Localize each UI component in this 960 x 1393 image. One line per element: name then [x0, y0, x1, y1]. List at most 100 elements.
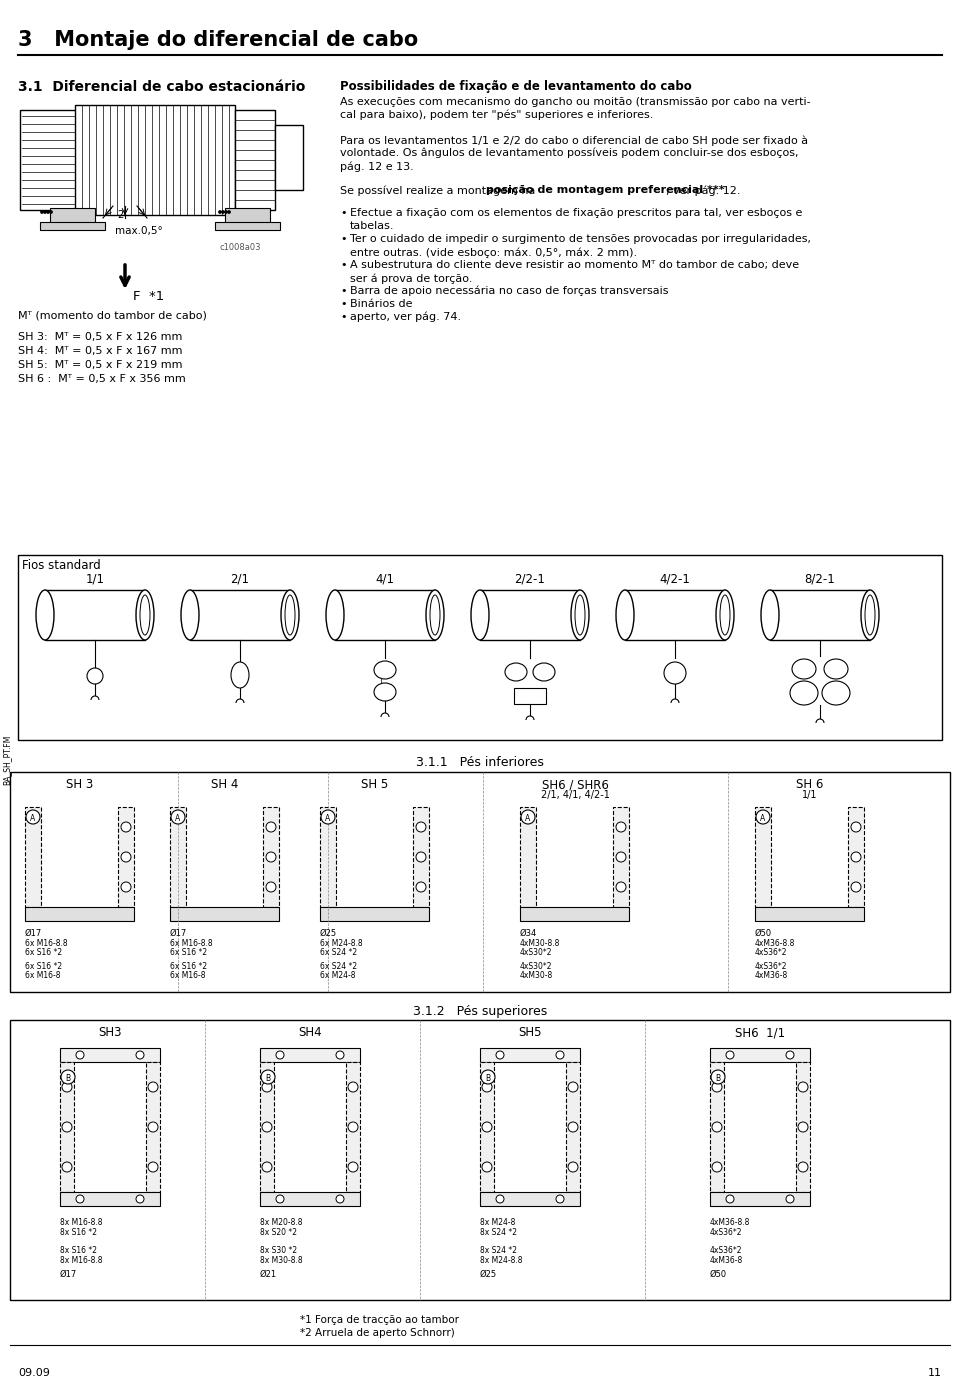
- Circle shape: [798, 1162, 808, 1172]
- Circle shape: [262, 1082, 272, 1092]
- Bar: [260, 1048, 360, 1061]
- Ellipse shape: [430, 595, 440, 635]
- Bar: [60, 1048, 160, 1061]
- Text: 2/2-1: 2/2-1: [515, 573, 545, 586]
- Ellipse shape: [231, 662, 249, 688]
- Bar: [848, 807, 864, 907]
- Text: SH 4: SH 4: [211, 779, 239, 791]
- Text: 4xM36-8.8: 4xM36-8.8: [710, 1217, 751, 1227]
- Circle shape: [136, 1195, 144, 1204]
- Text: 3   Montaje do diferencial de cabo: 3 Montaje do diferencial de cabo: [18, 31, 419, 50]
- Text: 2/1, 4/1, 4/2-1: 2/1, 4/1, 4/2-1: [540, 790, 610, 800]
- Text: •: •: [340, 299, 347, 309]
- Circle shape: [228, 210, 230, 213]
- Ellipse shape: [326, 591, 344, 639]
- Circle shape: [712, 1121, 722, 1133]
- Ellipse shape: [822, 681, 850, 705]
- Text: 6x M16-8.8: 6x M16-8.8: [25, 939, 67, 949]
- Text: 2/1: 2/1: [230, 573, 250, 586]
- Text: 1/1: 1/1: [85, 573, 105, 586]
- Bar: [710, 1048, 810, 1061]
- Circle shape: [616, 822, 626, 832]
- Bar: [520, 907, 629, 921]
- Circle shape: [262, 1121, 272, 1133]
- Bar: [20, 110, 78, 210]
- Text: •: •: [340, 260, 347, 270]
- Bar: [40, 221, 105, 230]
- Bar: [190, 591, 290, 639]
- Bar: [18, 554, 942, 740]
- Circle shape: [148, 1121, 158, 1133]
- Circle shape: [482, 1082, 492, 1092]
- Ellipse shape: [505, 663, 527, 681]
- Circle shape: [726, 1195, 734, 1204]
- Ellipse shape: [571, 591, 589, 639]
- Text: 11: 11: [928, 1368, 942, 1378]
- Circle shape: [76, 1050, 84, 1059]
- Text: 1/1: 1/1: [803, 790, 818, 800]
- Text: 4xS36*2: 4xS36*2: [755, 949, 787, 957]
- Text: 8x S24 *2: 8x S24 *2: [480, 1229, 517, 1237]
- Circle shape: [46, 210, 50, 213]
- Text: 8/2-1: 8/2-1: [804, 573, 835, 586]
- Ellipse shape: [140, 595, 150, 635]
- Text: SH3: SH3: [98, 1027, 122, 1039]
- Circle shape: [568, 1162, 578, 1172]
- Ellipse shape: [720, 595, 730, 635]
- Text: 09.09: 09.09: [18, 1368, 50, 1378]
- Circle shape: [712, 1082, 722, 1092]
- Circle shape: [496, 1050, 504, 1059]
- Circle shape: [40, 210, 43, 213]
- Text: SH 6 :  Mᵀ = 0,5 x F x 356 mm: SH 6 : Mᵀ = 0,5 x F x 356 mm: [18, 373, 185, 384]
- Circle shape: [416, 882, 426, 892]
- Circle shape: [482, 1162, 492, 1172]
- Circle shape: [171, 809, 185, 825]
- Circle shape: [62, 1082, 72, 1092]
- Ellipse shape: [285, 595, 295, 635]
- Bar: [146, 1061, 160, 1192]
- Ellipse shape: [824, 659, 848, 678]
- Bar: [260, 1192, 360, 1206]
- Text: Ø50: Ø50: [755, 929, 772, 937]
- Text: c1008a03: c1008a03: [220, 242, 261, 252]
- Text: entre outras. (vide esboço: máx. 0,5°, máx. 2 mm).: entre outras. (vide esboço: máx. 0,5°, m…: [350, 247, 637, 258]
- Circle shape: [616, 882, 626, 892]
- Circle shape: [62, 1162, 72, 1172]
- Bar: [215, 221, 280, 230]
- Text: 4xM36-8: 4xM36-8: [710, 1256, 743, 1265]
- Text: SH 5:  Mᵀ = 0,5 x F x 219 mm: SH 5: Mᵀ = 0,5 x F x 219 mm: [18, 359, 182, 371]
- Circle shape: [76, 1195, 84, 1204]
- Text: Ø17: Ø17: [60, 1270, 77, 1279]
- Text: 6x M16-8: 6x M16-8: [170, 971, 205, 981]
- Text: max.0,5°: max.0,5°: [115, 226, 163, 235]
- Text: Binários de: Binários de: [350, 299, 413, 309]
- Text: Ø50: Ø50: [710, 1270, 727, 1279]
- Text: Barra de apoio necessária no caso de forças transversais: Barra de apoio necessária no caso de for…: [350, 286, 668, 297]
- Circle shape: [321, 809, 335, 825]
- Ellipse shape: [374, 662, 396, 678]
- Bar: [225, 208, 270, 226]
- Ellipse shape: [281, 591, 299, 639]
- Bar: [480, 1192, 580, 1206]
- Bar: [770, 591, 870, 639]
- Text: 8x M30-8.8: 8x M30-8.8: [260, 1256, 302, 1265]
- Text: Ø25: Ø25: [320, 929, 337, 937]
- Text: 4xM36-8: 4xM36-8: [755, 971, 788, 981]
- Bar: [118, 807, 134, 907]
- Text: 4xS36*2: 4xS36*2: [755, 963, 787, 971]
- Text: 8x S30 *2: 8x S30 *2: [260, 1245, 298, 1255]
- Text: SH6  1/1: SH6 1/1: [735, 1027, 785, 1039]
- Text: 6x S24 *2: 6x S24 *2: [320, 949, 357, 957]
- Bar: [710, 1192, 810, 1206]
- Ellipse shape: [761, 591, 779, 639]
- Circle shape: [50, 210, 53, 213]
- Text: *1 Força de tracção ao tambor: *1 Força de tracção ao tambor: [300, 1315, 459, 1325]
- Circle shape: [262, 1162, 272, 1172]
- Text: A: A: [31, 814, 36, 823]
- Ellipse shape: [136, 591, 154, 639]
- Bar: [10, 1020, 950, 1300]
- Text: 8x S24 *2: 8x S24 *2: [480, 1245, 517, 1255]
- Text: A: A: [760, 814, 766, 823]
- Text: 3.1.1   Pés inferiores: 3.1.1 Pés inferiores: [416, 756, 544, 769]
- Circle shape: [121, 822, 131, 832]
